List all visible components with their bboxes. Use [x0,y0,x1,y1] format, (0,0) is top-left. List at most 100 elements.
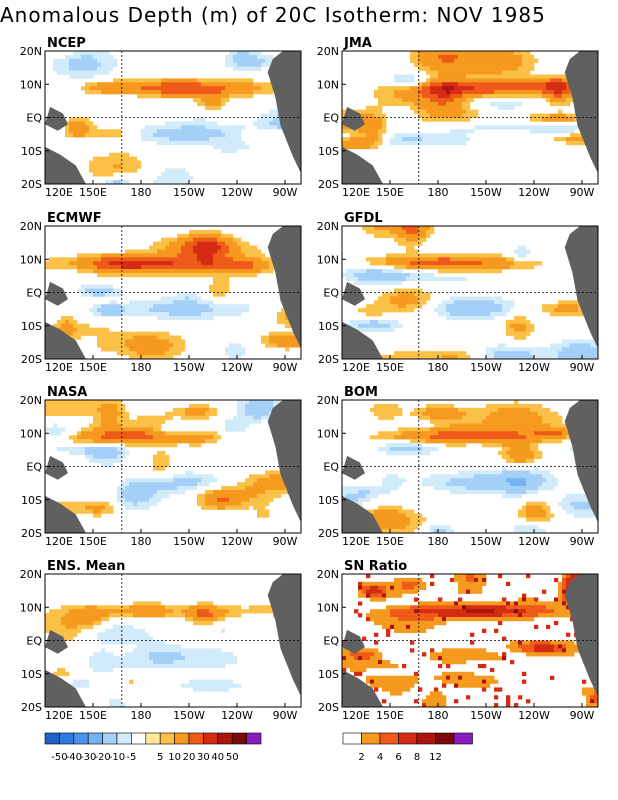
heatmap-cell [177,257,182,262]
heatmap-cell [498,105,503,110]
heatmap-cell [197,90,202,95]
heatmap-cell [173,86,178,91]
y-tick-label: 20N [20,394,42,407]
heatmap-cell [486,51,491,56]
heatmap-cell [502,415,507,420]
heatmap-cell [386,226,391,231]
land-mask [45,106,68,131]
heatmap-cell [149,489,154,495]
heatmap-cell [550,423,555,428]
heatmap-cell [193,439,198,444]
heatmap-cell [478,407,483,413]
heatmap-cell [474,315,479,321]
heatmap-cell [514,86,519,91]
heatmap-cell [97,288,102,293]
heatmap-cell [121,160,126,165]
heatmap-cell [241,269,246,274]
heatmap-cell [574,347,579,352]
heatmap-cell [418,113,423,118]
heatmap-cell [350,144,355,150]
heatmap-cell [181,411,186,416]
heatmap-cell [350,323,355,328]
heatmap-cell [530,470,535,475]
heatmap-cell [410,133,415,138]
heatmap-cell [173,482,178,487]
heatmap-cell [530,86,535,91]
heatmap-cell [229,82,234,87]
heatmap-cell [189,82,194,87]
heatmap-cell [482,300,487,305]
heatmap-cell [426,105,431,110]
heatmap-cell [466,66,471,71]
heatmap-cell [245,403,250,409]
heatmap-cell [69,121,74,126]
heatmap-cell [177,253,182,258]
heatmap-cell [550,439,555,444]
heatmap-cell [382,101,387,107]
heatmap-cell [422,253,427,258]
heatmap-cell [89,411,94,416]
heatmap-cell [85,501,90,506]
heatmap-cell [506,261,511,266]
heatmap-cell [554,94,559,99]
heatmap-cell [141,501,146,506]
heatmap-cell [157,431,162,436]
heatmap-cell [526,74,531,79]
heatmap-cell [221,269,226,274]
heatmap-cell [562,78,567,83]
heatmap-cell [161,482,166,487]
heatmap-cell [121,82,126,87]
heatmap-cell [574,304,579,309]
heatmap-cell [398,276,403,282]
heatmap-cell [49,407,54,413]
heatmap-cell [181,129,186,134]
heatmap-cell [494,62,499,67]
heatmap-cell [225,125,230,130]
heatmap-cell [398,446,403,452]
heatmap-cell [97,312,102,317]
heatmap-cell [217,493,222,499]
heatmap-cell [418,226,423,231]
heatmap-cell [261,82,266,87]
heatmap-cell [117,454,122,459]
heatmap-cell [542,86,547,91]
heatmap-cell [394,403,399,409]
heatmap-cell [494,101,499,107]
heatmap-cell [474,62,479,67]
heatmap-cell [165,253,170,258]
heatmap-cell [398,308,403,313]
heatmap-cell [137,427,142,432]
heatmap-cell [117,160,122,165]
heatmap-cell [53,411,58,416]
heatmap-cell [518,101,523,107]
heatmap-cell [498,427,503,432]
heatmap-cell [209,241,214,246]
heatmap-cell [141,331,146,336]
heatmap-cell [358,489,363,495]
heatmap-cell [77,335,82,340]
heatmap-cell [229,501,234,506]
heatmap-cell [181,172,186,177]
heatmap-cell [586,339,591,344]
heatmap-cell [81,288,86,293]
heatmap-cell [105,400,110,405]
heatmap-cell [406,304,411,309]
heatmap-cell [189,94,194,99]
heatmap-cell [145,312,150,317]
heatmap-cell [554,304,559,309]
heatmap-cell [145,423,150,428]
heatmap-cell [173,90,178,95]
heatmap-cell [257,486,262,491]
heatmap-cell [478,261,483,266]
heatmap-cell [285,319,290,325]
heatmap-cell [97,450,102,456]
heatmap-cell [165,265,170,270]
heatmap-cell [121,501,126,506]
heatmap-cell [558,109,563,114]
heatmap-cell [518,245,523,250]
heatmap-cell [237,423,242,428]
heatmap-cell [490,101,495,107]
heatmap-cell [221,276,226,282]
heatmap-cell [261,509,266,514]
